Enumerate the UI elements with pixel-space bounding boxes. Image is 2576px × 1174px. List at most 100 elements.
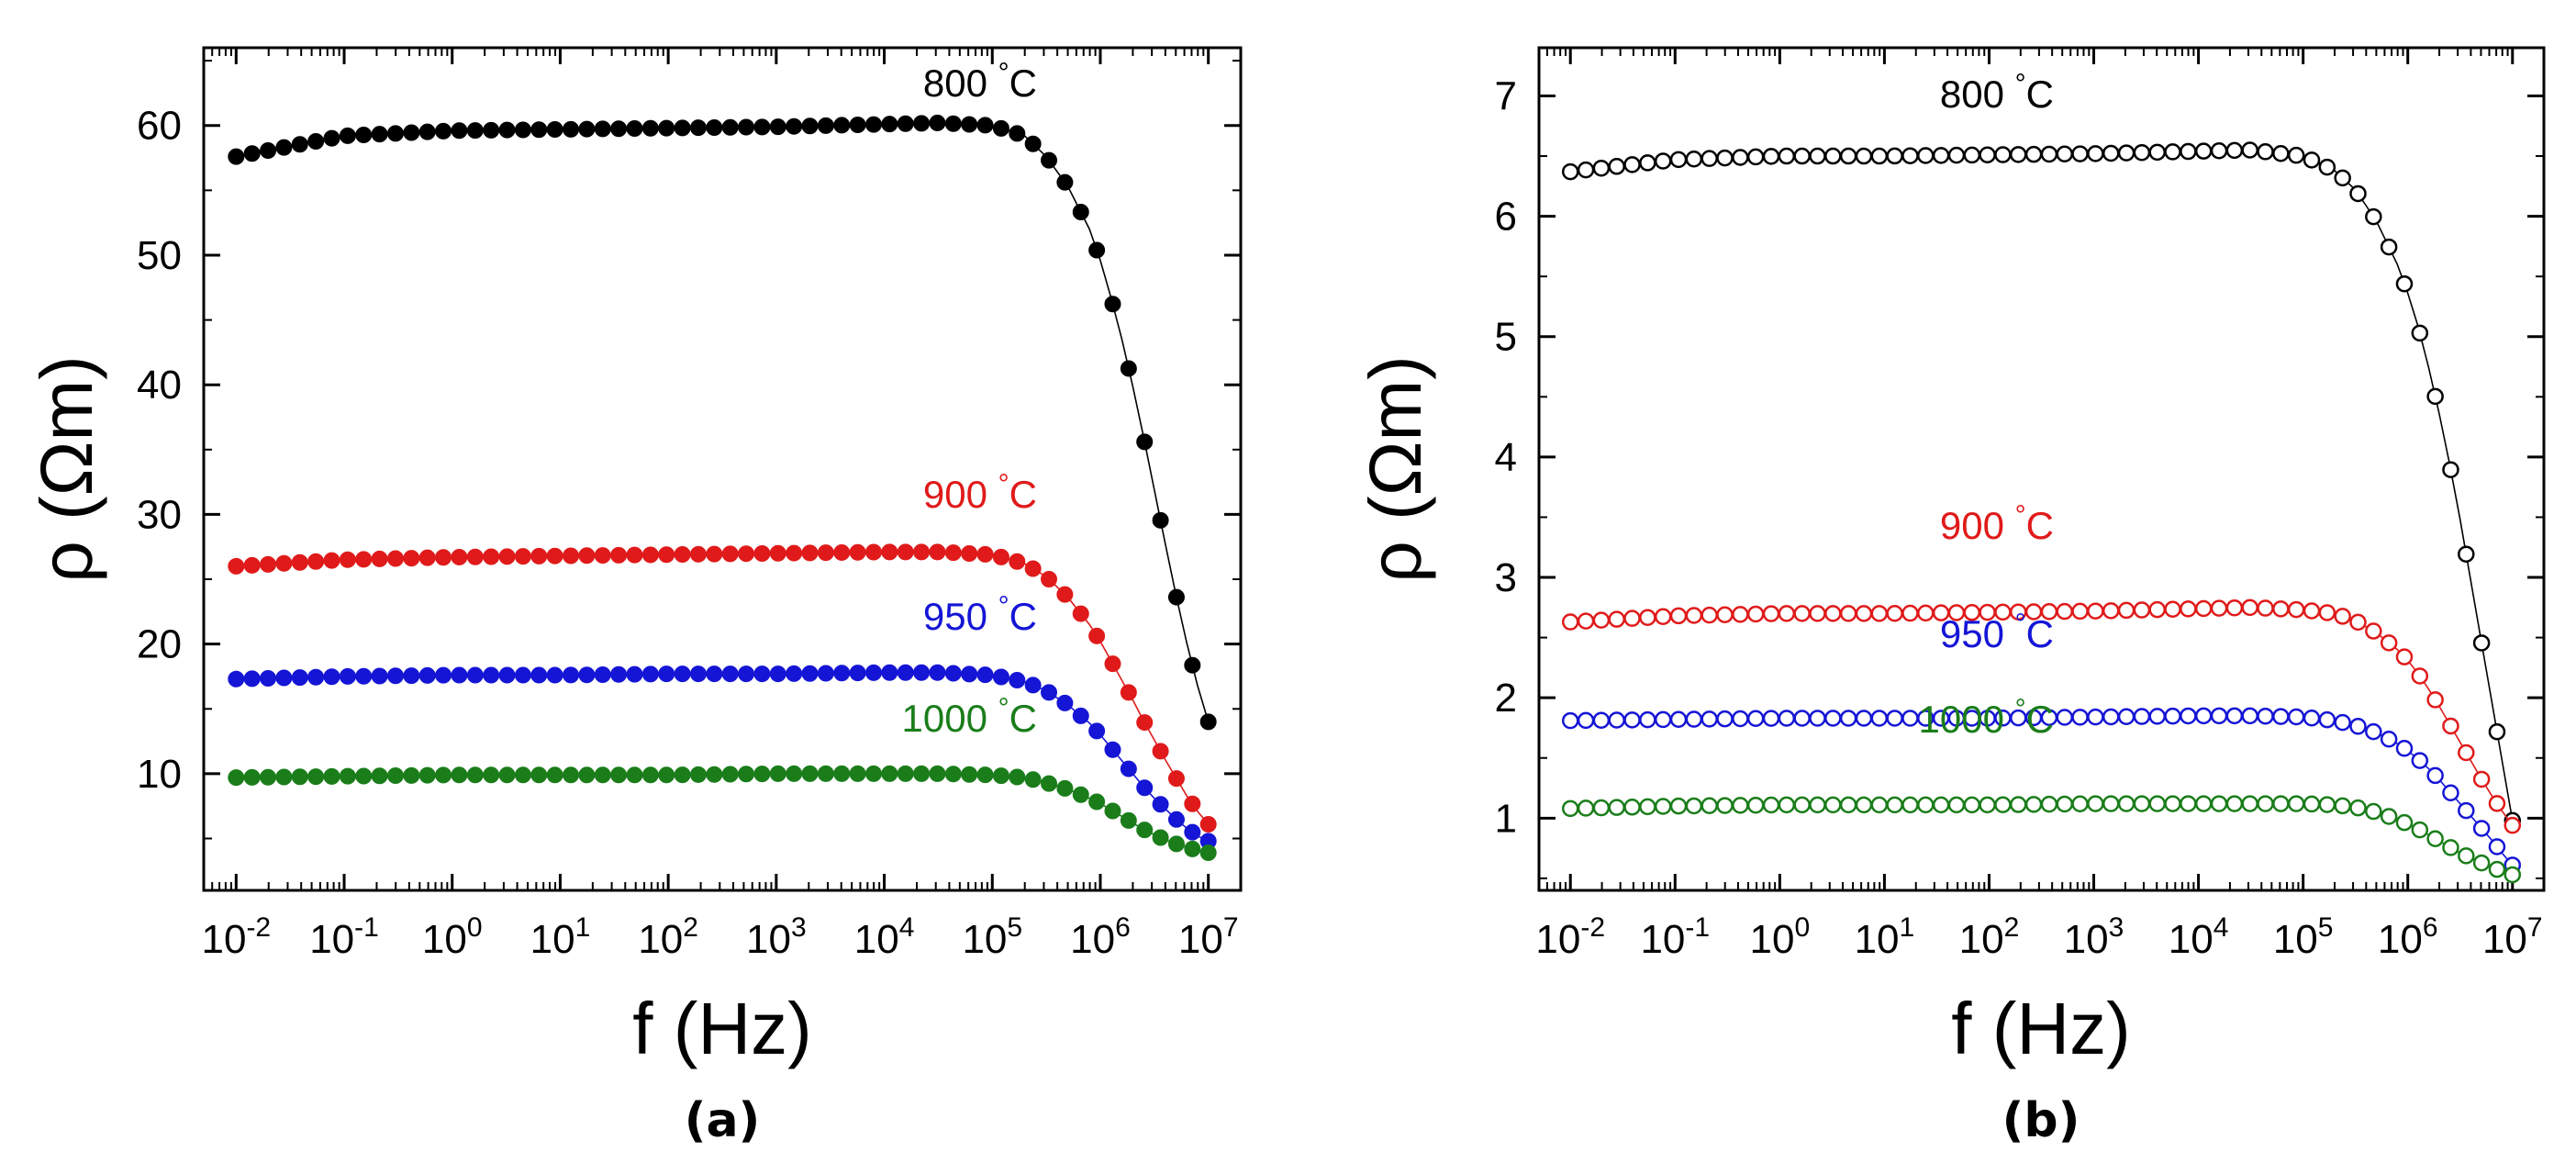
data-point-800 [2056,145,2073,163]
data-point-1000 [897,765,914,782]
data-point-800 [2164,143,2181,161]
data-point-950 [466,666,484,684]
data-point-1000 [689,766,707,783]
data-point-1000 [2365,802,2382,821]
data-point-1000 [2225,795,2244,812]
data-point-1000 [913,765,931,782]
series-label-unit: C [1009,697,1037,740]
data-point-900 [1654,608,1672,625]
data-point-800 [1608,158,1625,175]
data-point-1000 [2272,795,2290,812]
data-point-950 [2334,713,2351,732]
data-point-1000 [2426,830,2444,848]
data-point-950 [1167,811,1185,828]
data-point-950 [721,665,739,683]
data-point-800 [626,120,643,138]
data-point-1000 [801,765,819,782]
data-point-1000 [641,766,659,784]
data-point-900 [1041,570,1058,587]
data-point-1000 [435,766,452,784]
series-label-950: 950 °C [923,591,1037,638]
data-point-900 [1778,605,1796,622]
data-point-800 [339,127,356,144]
x-tick-exponent: 5 [2318,912,2334,943]
data-point-800 [753,118,771,136]
data-point-900 [1167,770,1185,788]
x-tick-label: 100 [422,912,483,962]
series-950: 950 °C [228,591,1217,850]
data-point-950 [976,666,994,684]
data-point-950 [2458,801,2475,820]
x-tick-label: 103 [746,912,807,962]
x-tick-label: 104 [2169,912,2229,962]
data-point-1000 [2010,796,2027,813]
data-point-900 [1669,607,1688,625]
x-tick-label: 101 [530,912,591,962]
data-point-900 [466,548,484,565]
data-point-1000 [1009,768,1026,786]
data-point-800 [1041,151,1058,169]
data-point-800 [323,129,340,147]
data-point-800 [563,120,580,138]
x-tick-label: 10-1 [309,912,379,962]
x-tick-exponent: 3 [791,912,807,943]
data-point-1000 [2040,795,2058,813]
data-point-950 [275,669,293,687]
data-point-1000 [1669,797,1688,815]
y-tick-label: 5 [1495,315,1517,360]
panel-label: (b) [2002,1093,2080,1148]
data-point-800 [992,119,1009,137]
data-point-800 [2133,143,2151,162]
data-point-800 [2117,144,2136,162]
series-label-degree: ° [998,58,1009,88]
data-point-1000 [2117,795,2136,812]
data-point-900 [1685,607,1703,624]
x-tick-base: 10 [1750,917,1795,962]
data-point-800 [1024,135,1042,152]
data-point-1000 [1608,799,1625,816]
data-point-950 [2225,707,2244,725]
data-point-950 [530,666,548,684]
data-point-1000 [2133,795,2151,812]
data-point-1000 [2071,795,2089,812]
data-point-800 [435,122,452,140]
data-point-800 [706,118,723,136]
data-point-900 [2194,599,2213,618]
data-point-1000 [786,765,803,782]
data-point-900 [371,550,388,567]
data-point-900 [1870,605,1889,622]
data-point-1000 [1901,796,1919,814]
data-point-900 [801,544,819,562]
data-point-900 [2071,602,2089,621]
data-point-950 [610,665,628,683]
data-point-950 [1732,710,1749,728]
data-point-900 [2365,622,2382,640]
series-1000: 1000 °C [1561,694,2522,884]
data-point-1000 [1762,796,1780,814]
data-point-1000 [2395,813,2414,832]
data-point-800 [817,117,834,134]
data-point-800 [228,148,245,165]
data-point-1000 [228,769,245,787]
data-point-900 [1732,606,1749,623]
y-tick-label: 20 [137,622,182,667]
data-point-950 [1136,779,1154,797]
data-point-950 [913,664,931,681]
x-tick-exponent: 1 [575,912,591,943]
data-point-950 [2365,722,2382,741]
data-point-950 [738,665,755,683]
data-point-950 [753,665,771,683]
data-point-1000 [530,766,548,784]
data-point-900 [483,548,500,565]
data-point-950 [1839,710,1857,727]
data-point-900 [769,544,786,562]
data-point-900 [992,548,1009,565]
data-point-950 [1104,741,1121,758]
series-label-degree: ° [2015,694,2026,724]
data-point-950 [1024,676,1042,694]
data-point-800 [2318,158,2336,176]
data-point-950 [323,668,340,686]
data-point-950 [992,668,1009,686]
x-tick-label: 100 [1750,912,1811,962]
